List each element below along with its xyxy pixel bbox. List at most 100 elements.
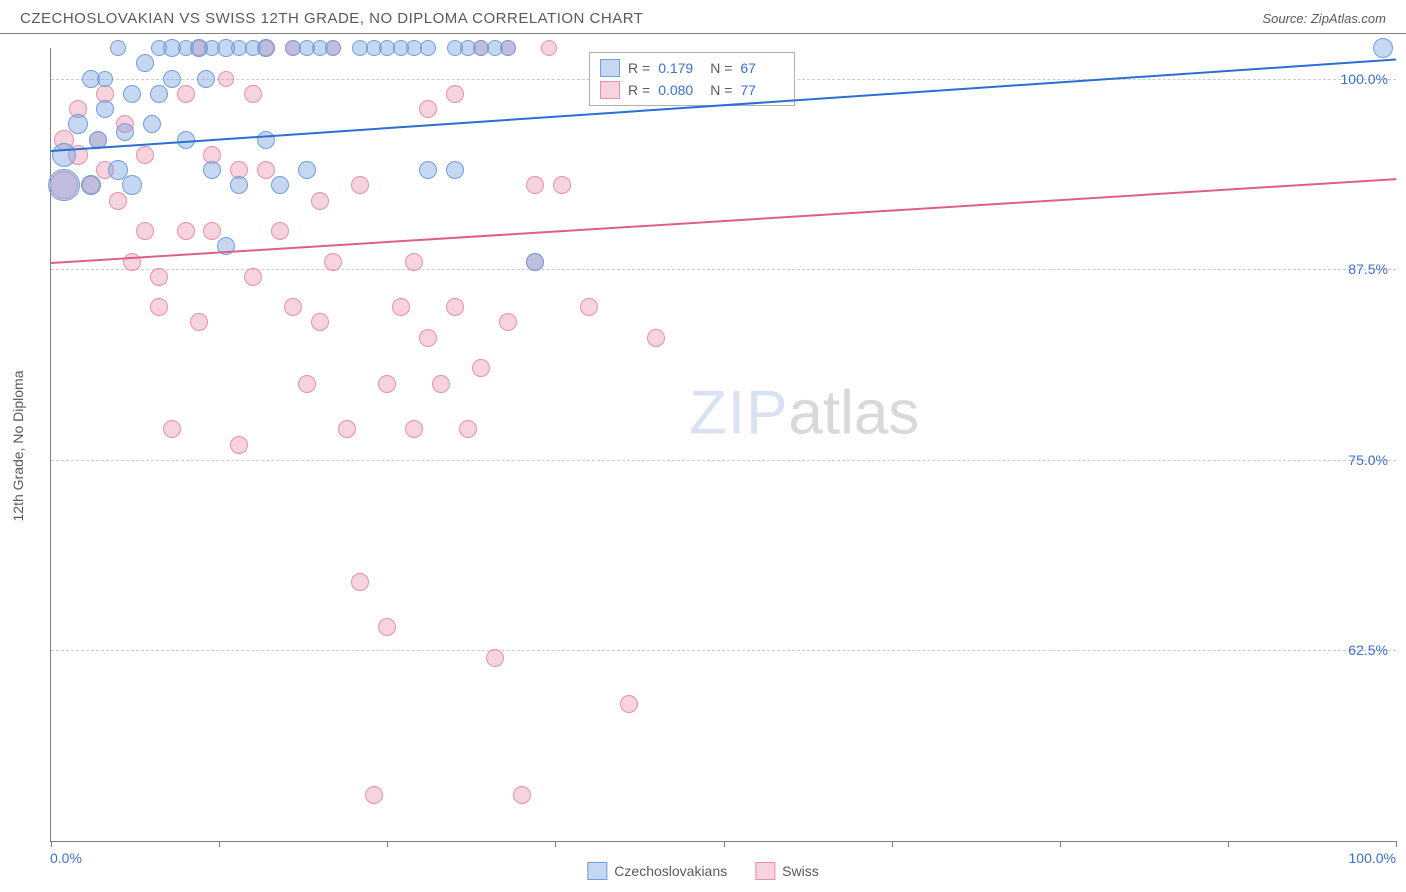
scatter-point (177, 222, 195, 240)
stats-swatch (600, 81, 620, 99)
chart-title: CZECHOSLOVAKIAN VS SWISS 12TH GRADE, NO … (20, 10, 643, 27)
scatter-point (150, 268, 168, 286)
scatter-point (136, 222, 154, 240)
scatter-point (48, 169, 80, 201)
scatter-point (419, 161, 437, 179)
x-tick (555, 841, 556, 847)
scatter-point (123, 85, 141, 103)
gridline (51, 460, 1396, 461)
scatter-point (378, 375, 396, 393)
scatter-point (446, 85, 464, 103)
stats-r-value: 0.080 (658, 82, 702, 98)
scatter-point (647, 329, 665, 347)
scatter-point (150, 298, 168, 316)
scatter-point (244, 268, 262, 286)
scatter-point (81, 175, 101, 195)
scatter-point (257, 39, 275, 57)
scatter-point (325, 40, 341, 56)
x-tick (1060, 841, 1061, 847)
scatter-point (257, 161, 275, 179)
x-axis-min-label: 0.0% (50, 850, 82, 866)
scatter-point (526, 253, 544, 271)
scatter-point (311, 192, 329, 210)
scatter-point (405, 420, 423, 438)
y-axis-title: 12th Grade, No Diploma (10, 371, 26, 522)
legend-item-swiss: Swiss (755, 862, 819, 880)
scatter-point (230, 176, 248, 194)
scatter-point (116, 123, 134, 141)
legend-item-czech: Czechoslovakians (587, 862, 727, 880)
scatter-point (499, 313, 517, 331)
legend-label-swiss: Swiss (782, 863, 819, 879)
watermark: ZIPatlas (689, 377, 919, 448)
stats-r-label: R = (628, 60, 650, 76)
scatter-point (271, 176, 289, 194)
scatter-point (123, 253, 141, 271)
x-tick (387, 841, 388, 847)
chart-header: CZECHOSLOVAKIAN VS SWISS 12TH GRADE, NO … (0, 0, 1406, 34)
scatter-point (163, 70, 181, 88)
scatter-point (197, 70, 215, 88)
legend-label-czech: Czechoslovakians (614, 863, 727, 879)
scatter-point (420, 40, 436, 56)
scatter-point (122, 175, 142, 195)
chart-plot-area: ZIPatlas 62.5%75.0%87.5%100.0%R =0.179N … (50, 48, 1396, 842)
stats-box: R =0.179N =67R =0.080N =77 (589, 52, 795, 106)
scatter-point (580, 298, 598, 316)
scatter-point (203, 222, 221, 240)
scatter-point (68, 114, 88, 134)
scatter-point (1373, 38, 1393, 58)
scatter-point (244, 85, 262, 103)
stats-n-label: N = (710, 60, 732, 76)
scatter-point (338, 420, 356, 438)
y-tick-label: 62.5% (1348, 642, 1388, 658)
scatter-point (553, 176, 571, 194)
gridline (51, 650, 1396, 651)
scatter-point (143, 115, 161, 133)
trend-line (51, 178, 1396, 264)
scatter-point (419, 329, 437, 347)
scatter-point (97, 71, 113, 87)
legend: Czechoslovakians Swiss (587, 862, 818, 880)
scatter-point (405, 253, 423, 271)
scatter-point (324, 253, 342, 271)
stats-n-label: N = (710, 82, 732, 98)
scatter-point (446, 298, 464, 316)
scatter-point (351, 176, 369, 194)
scatter-point (472, 359, 490, 377)
scatter-point (52, 143, 76, 167)
legend-swatch-czech (587, 862, 607, 880)
scatter-point (513, 786, 531, 804)
stats-r-label: R = (628, 82, 650, 98)
stats-row-swiss: R =0.080N =77 (600, 79, 784, 101)
chart-source: Source: ZipAtlas.com (1262, 11, 1386, 26)
x-tick (1396, 841, 1397, 847)
scatter-point (392, 298, 410, 316)
scatter-point (526, 176, 544, 194)
x-tick (892, 841, 893, 847)
y-tick-label: 87.5% (1348, 261, 1388, 277)
x-tick (1228, 841, 1229, 847)
x-tick (51, 841, 52, 847)
y-tick-label: 75.0% (1348, 452, 1388, 468)
scatter-point (109, 192, 127, 210)
scatter-point (271, 222, 289, 240)
scatter-point (311, 313, 329, 331)
scatter-point (620, 695, 638, 713)
x-tick (219, 841, 220, 847)
scatter-point (432, 375, 450, 393)
stats-r-value: 0.179 (658, 60, 702, 76)
scatter-point (378, 618, 396, 636)
scatter-point (230, 436, 248, 454)
scatter-point (298, 375, 316, 393)
scatter-point (150, 85, 168, 103)
x-axis-max-label: 100.0% (1349, 850, 1396, 866)
scatter-point (541, 40, 557, 56)
stats-n-value: 67 (740, 60, 784, 76)
scatter-point (257, 131, 275, 149)
scatter-point (96, 100, 114, 118)
scatter-point (351, 573, 369, 591)
scatter-point (298, 161, 316, 179)
scatter-point (218, 71, 234, 87)
scatter-point (136, 146, 154, 164)
